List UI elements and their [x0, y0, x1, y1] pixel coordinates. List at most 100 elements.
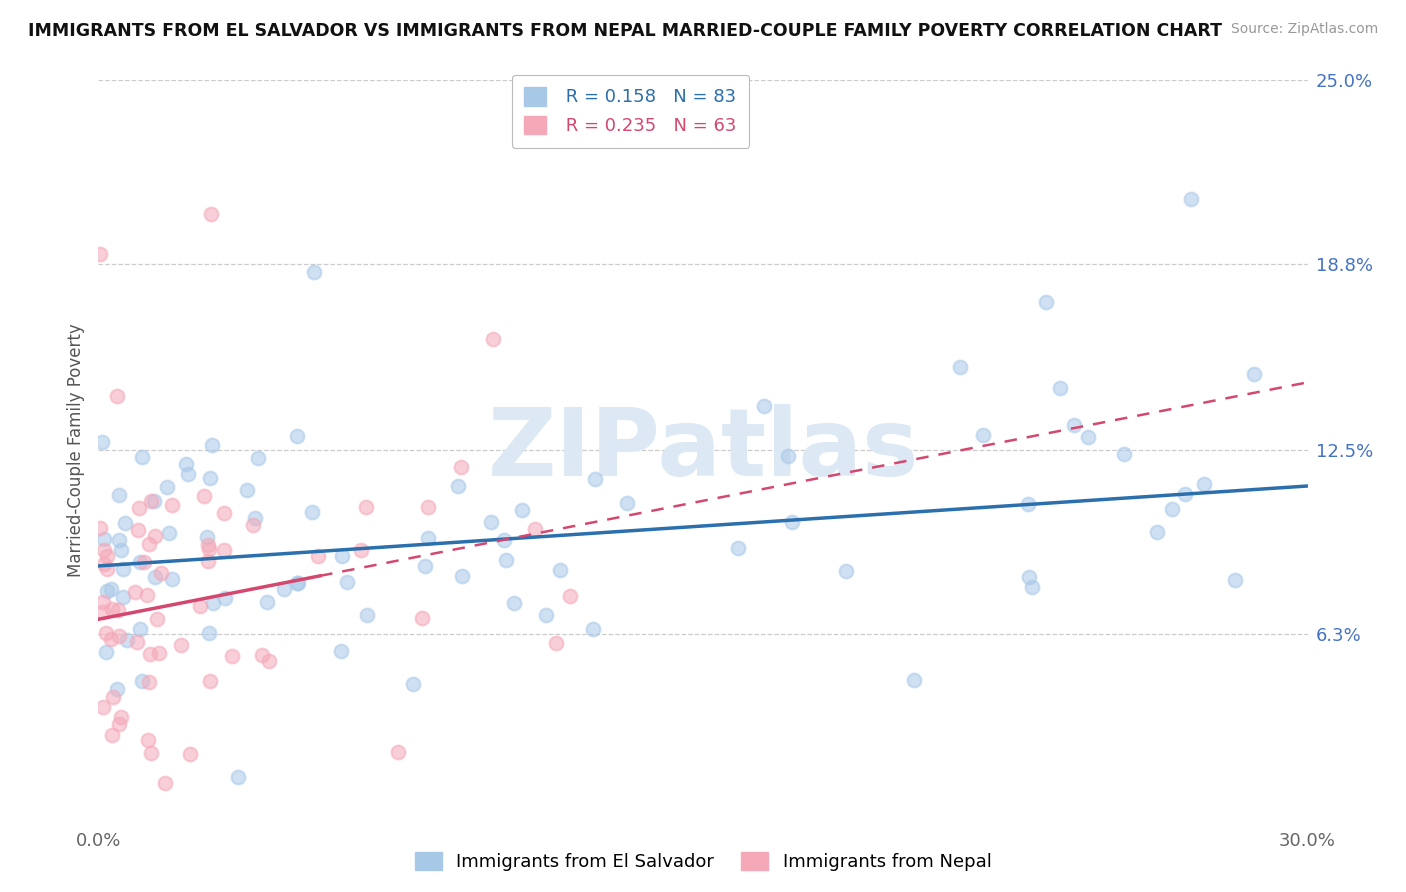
Point	[304, 265, 326, 279]
Point	[524, 522, 547, 536]
Point	[195, 531, 218, 545]
Point	[110, 710, 132, 724]
Point	[236, 483, 259, 497]
Point	[169, 639, 191, 653]
Point	[354, 500, 377, 514]
Point	[131, 450, 153, 465]
Point	[139, 647, 162, 661]
Text: ZIPatlas: ZIPatlas	[488, 404, 918, 497]
Point	[198, 541, 221, 556]
Point	[108, 533, 131, 547]
Point	[93, 533, 115, 547]
Point	[200, 438, 222, 452]
Point	[252, 648, 274, 662]
Y-axis label: Married-Couple Family Poverty: Married-Couple Family Poverty	[66, 324, 84, 577]
Point	[94, 644, 117, 658]
Point	[89, 521, 111, 535]
Point	[776, 449, 799, 463]
Point	[127, 524, 149, 538]
Point	[1161, 501, 1184, 516]
Point	[336, 575, 359, 590]
Point	[727, 541, 749, 555]
Point	[200, 206, 222, 220]
Point	[110, 542, 132, 557]
Point	[212, 506, 235, 520]
Text: Source: ZipAtlas.com: Source: ZipAtlas.com	[1230, 22, 1378, 37]
Point	[479, 515, 502, 529]
Point	[114, 516, 136, 530]
Point	[107, 389, 129, 403]
Point	[101, 690, 124, 704]
Point	[179, 747, 201, 761]
Point	[108, 488, 131, 502]
Point	[117, 633, 139, 648]
Point	[129, 622, 152, 636]
Point	[1112, 447, 1135, 461]
Point	[135, 588, 157, 602]
Point	[1243, 367, 1265, 381]
Point	[546, 636, 568, 650]
Point	[156, 479, 179, 493]
Legend: Immigrants from El Salvador, Immigrants from Nepal: Immigrants from El Salvador, Immigrants …	[408, 845, 998, 879]
Point	[96, 562, 118, 576]
Point	[105, 681, 128, 696]
Point	[949, 360, 972, 375]
Point	[450, 460, 472, 475]
Point	[143, 529, 166, 543]
Point	[1225, 573, 1247, 587]
Point	[131, 673, 153, 688]
Point	[212, 542, 235, 557]
Point	[1192, 477, 1215, 491]
Point	[100, 602, 122, 616]
Point	[160, 498, 183, 512]
Point	[560, 589, 582, 603]
Point	[257, 654, 280, 668]
Point	[136, 733, 159, 747]
Point	[150, 566, 173, 580]
Point	[153, 776, 176, 790]
Point	[1035, 295, 1057, 310]
Point	[108, 716, 131, 731]
Point	[129, 555, 152, 569]
Point	[139, 746, 162, 760]
Point	[111, 562, 134, 576]
Point	[221, 648, 243, 663]
Point	[1180, 192, 1202, 206]
Point	[356, 607, 378, 622]
Point	[107, 603, 129, 617]
Point	[100, 582, 122, 597]
Point	[285, 576, 308, 591]
Point	[157, 525, 180, 540]
Point	[143, 570, 166, 584]
Point	[139, 494, 162, 508]
Point	[350, 543, 373, 558]
Point	[510, 503, 533, 517]
Point	[387, 746, 409, 760]
Point	[1018, 570, 1040, 584]
Point	[100, 632, 122, 647]
Point	[101, 728, 124, 742]
Point	[329, 644, 352, 658]
Point	[481, 332, 503, 346]
Point	[125, 634, 148, 648]
Point	[287, 429, 309, 443]
Point	[972, 428, 994, 442]
Point	[273, 582, 295, 596]
Point	[201, 596, 224, 610]
Point	[256, 595, 278, 609]
Point	[111, 591, 134, 605]
Point	[495, 553, 517, 567]
Point	[330, 549, 353, 563]
Point	[177, 467, 200, 481]
Point	[242, 517, 264, 532]
Point	[287, 576, 309, 591]
Point	[402, 677, 425, 691]
Point	[451, 569, 474, 583]
Legend:  R = 0.158   N = 83,  R = 0.235   N = 63: R = 0.158 N = 83, R = 0.235 N = 63	[512, 75, 749, 147]
Point	[1063, 417, 1085, 432]
Point	[124, 584, 146, 599]
Point	[1174, 487, 1197, 501]
Point	[197, 554, 219, 568]
Point	[548, 563, 571, 577]
Point	[1049, 381, 1071, 395]
